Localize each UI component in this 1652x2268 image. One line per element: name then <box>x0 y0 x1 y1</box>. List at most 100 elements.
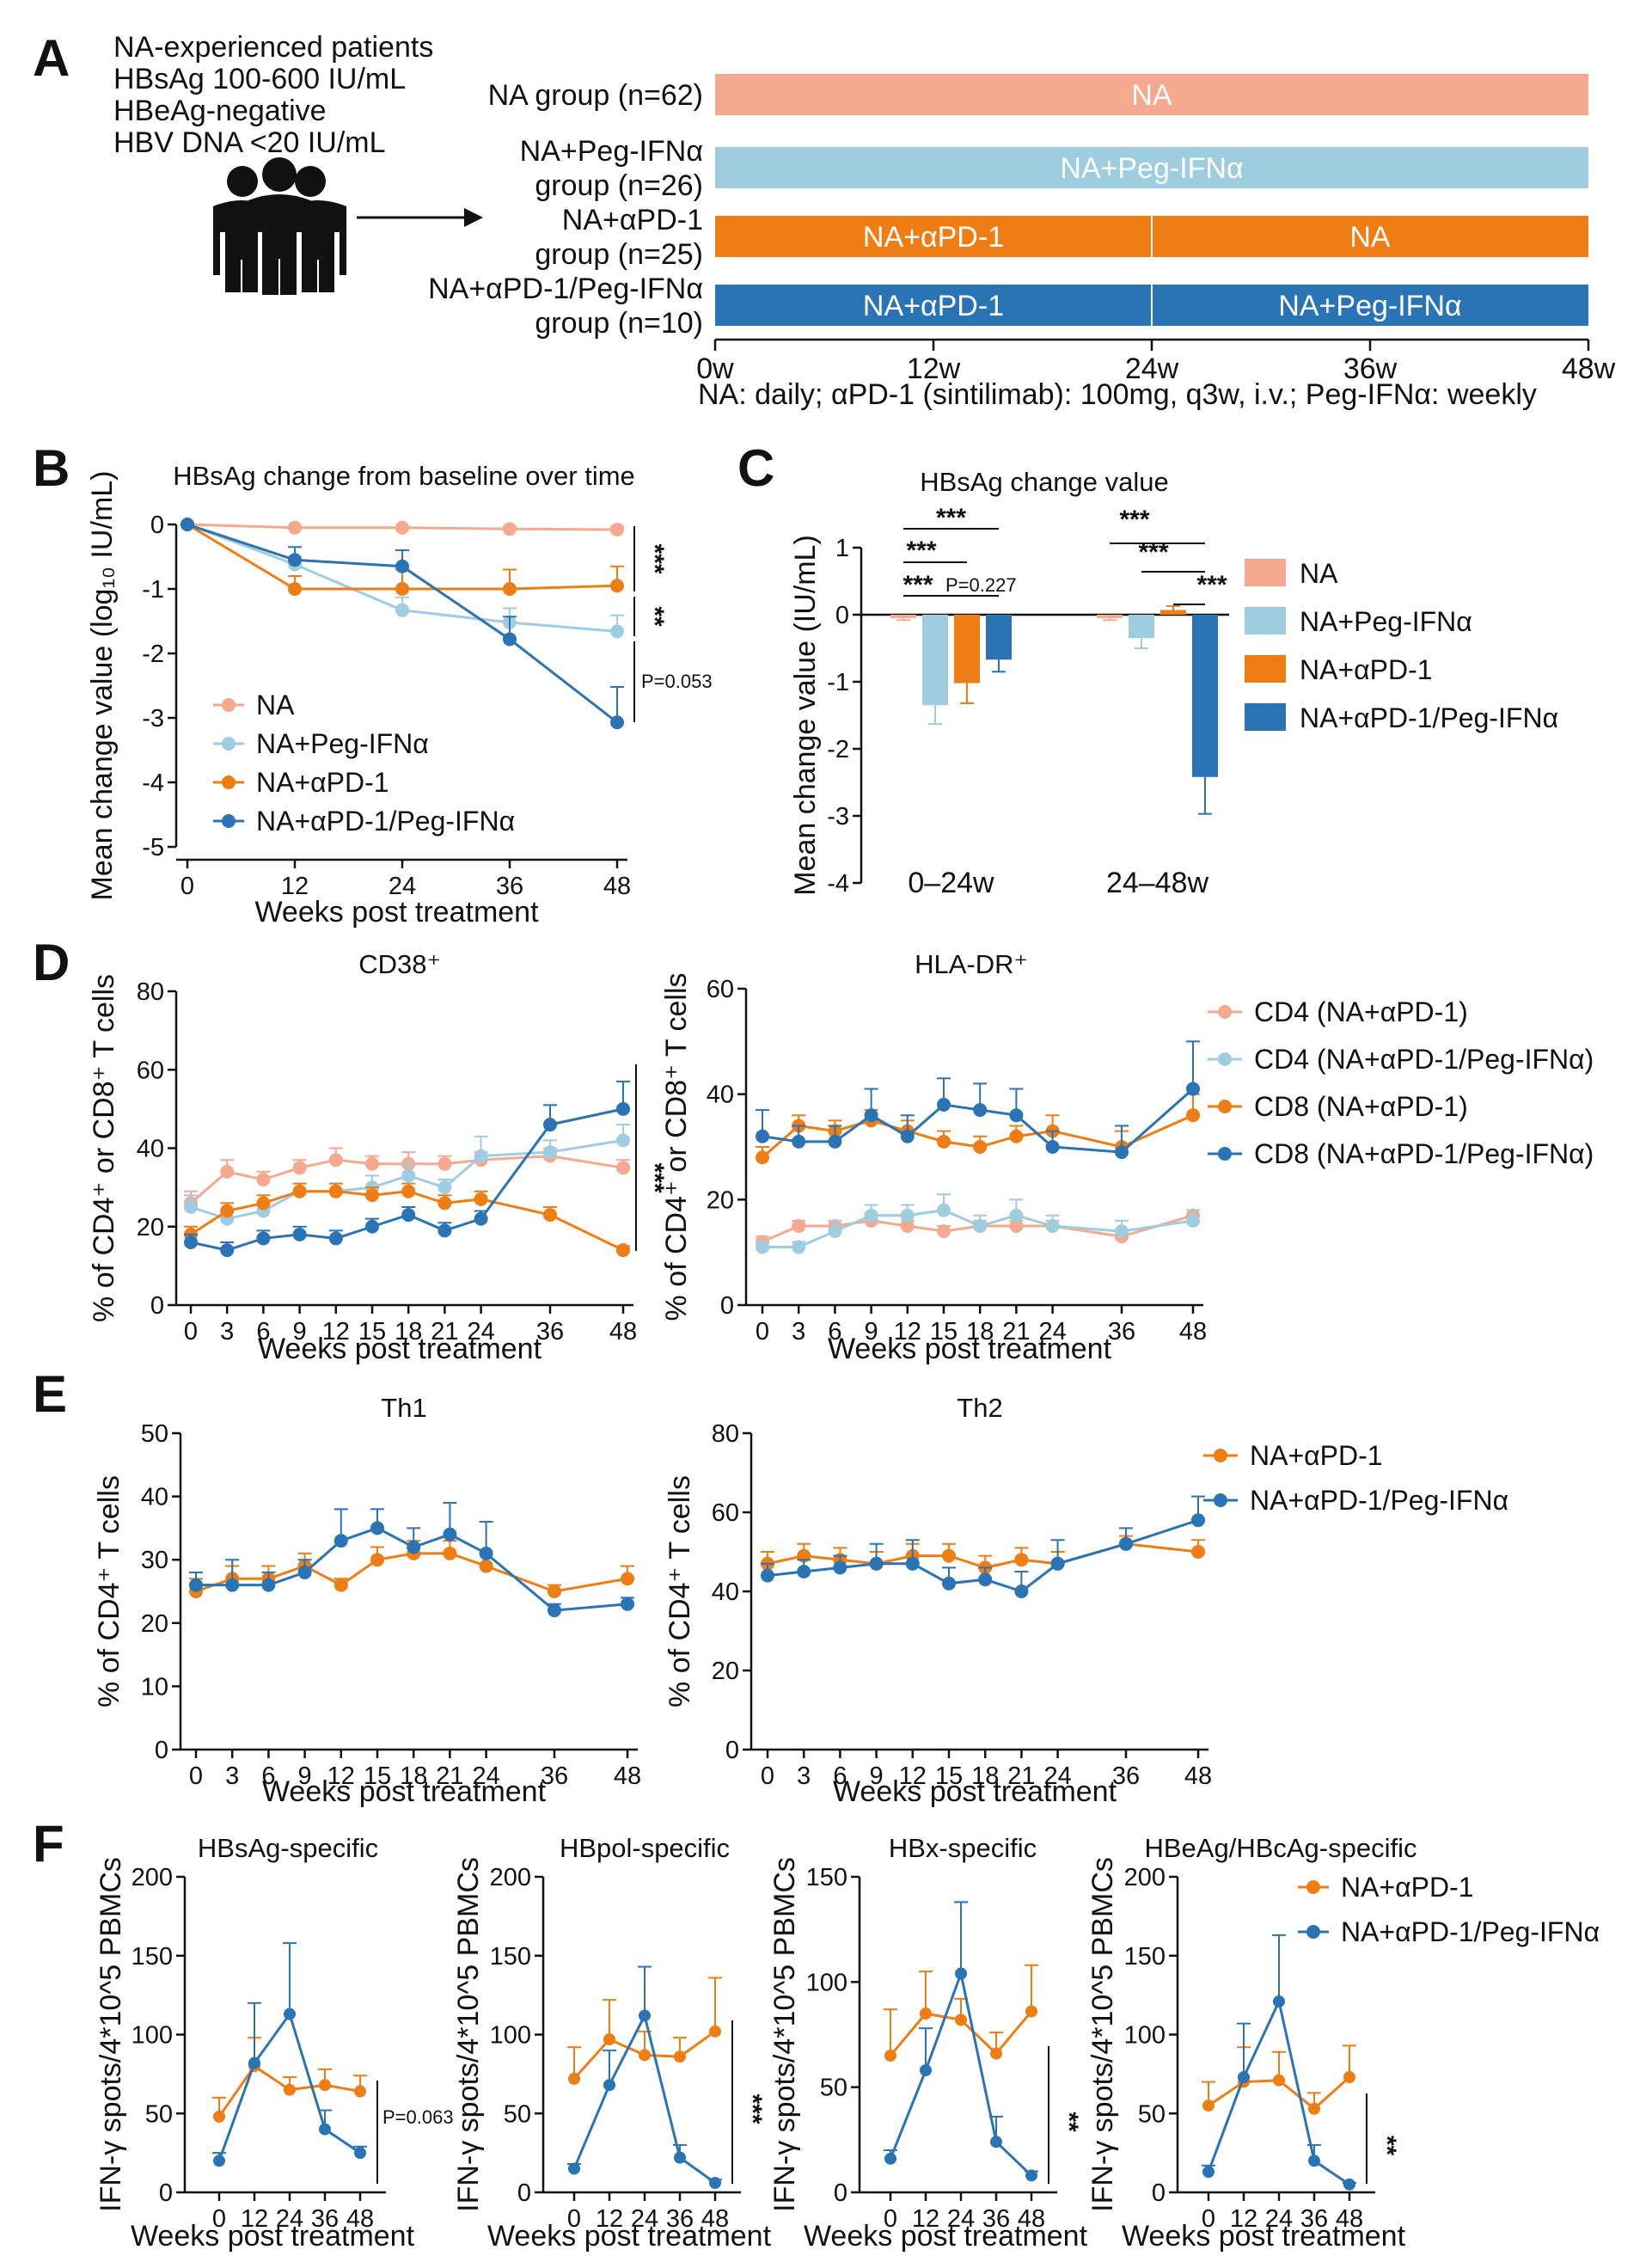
data-point <box>1009 1108 1024 1123</box>
x-tick-label: 0 <box>1202 2205 1215 2233</box>
data-point <box>548 1585 561 1598</box>
panel-c-label: C <box>737 439 774 497</box>
data-point <box>1273 1995 1285 2007</box>
data-point <box>864 1108 878 1123</box>
legend-swatch <box>1245 607 1286 634</box>
sig-label: *** <box>738 2093 767 2124</box>
y-tick-label: -1 <box>827 669 849 696</box>
data-point <box>621 1597 634 1611</box>
bar <box>1160 610 1186 615</box>
data-point <box>864 1208 878 1223</box>
y-tick-label: 50 <box>820 2075 847 2102</box>
series-NA+αPD-1 <box>1202 2044 1356 2115</box>
legend-swatch <box>1245 655 1286 683</box>
data-point <box>792 1134 806 1149</box>
y-tick-label: -1 <box>142 576 164 604</box>
data-point <box>610 624 624 639</box>
data-point <box>543 1145 557 1160</box>
y-tick-label: 20 <box>707 1186 734 1214</box>
data-point <box>1202 2099 1215 2112</box>
data-point <box>792 1219 806 1233</box>
data-point <box>1009 1129 1024 1143</box>
y-axis-label: % of CD4⁺ or CD8⁺ T cells <box>88 974 120 1322</box>
series-CD8 (NA+αPD-1) <box>184 1182 630 1258</box>
data-point <box>905 1556 920 1571</box>
x-axis-label: Weeks post treatment <box>254 896 539 929</box>
data-point <box>1308 2155 1320 2167</box>
data-point <box>365 1219 379 1234</box>
data-point <box>184 1235 198 1249</box>
chart-e1-title: Th1 <box>381 1393 426 1423</box>
data-point <box>978 1572 993 1587</box>
y-tick-label: 200 <box>1124 1864 1166 1891</box>
data-point <box>292 1184 307 1198</box>
y-tick-label: 10 <box>141 1673 168 1701</box>
x-tick-label: 12 <box>322 1318 350 1345</box>
x-tick-label: 36 <box>1108 1318 1135 1345</box>
data-point <box>1186 1082 1200 1096</box>
data-point <box>616 1133 630 1148</box>
data-point <box>443 1527 457 1542</box>
info-line-4: HBV DNA <20 IU/mL <box>113 126 386 159</box>
sig-pvalue: P=0.063 <box>382 2106 454 2128</box>
x-tick-label: 6 <box>828 1318 841 1345</box>
legend-marker <box>222 775 236 789</box>
data-point <box>395 520 409 535</box>
data-point <box>370 1553 384 1567</box>
legend-d: CD4 (NA+αPD-1) CD4 (NA+αPD-1/Peg-IFNα) CD8… <box>1208 996 1594 1169</box>
data-point <box>1009 1208 1024 1223</box>
y-axis-label: IFN-γ spots/4*10^5 PBMCs <box>1086 1857 1119 2212</box>
x-axis-label: Weeks post treatment <box>258 1333 542 1365</box>
legend-marker <box>222 737 236 751</box>
treatment-bar-label: NA+αPD-1 <box>863 290 1004 322</box>
x-tick-label: 21 <box>1002 1318 1030 1345</box>
y-tick-label: 200 <box>490 1864 531 1891</box>
series-NA+αPD-1/Peg-IFNα <box>189 1501 634 1618</box>
data-point <box>761 1568 774 1583</box>
data-point <box>503 582 517 596</box>
data-point <box>284 2007 296 2020</box>
x-tick-label: 12 <box>327 1762 355 1790</box>
data-point <box>184 1199 198 1214</box>
data-point <box>920 2064 932 2077</box>
series-NA+αPD-1/Peg-IFNα <box>761 1495 1205 1598</box>
data-point <box>354 2147 366 2160</box>
data-point <box>365 1156 379 1171</box>
data-point <box>354 2085 366 2098</box>
y-tick-label: 50 <box>1138 2100 1166 2128</box>
timeline-tick-label: 48w <box>1562 352 1616 385</box>
y-axis-label: % of CD4⁺ T cells <box>93 1475 125 1707</box>
x-tick-label: 36 <box>1300 2205 1328 2233</box>
data-point <box>401 1184 416 1198</box>
data-point <box>603 2079 615 2092</box>
y-tick-label: 0 <box>150 1292 164 1320</box>
x-tick-label: 12 <box>894 1318 921 1345</box>
group-label: group (n=25) <box>535 238 703 271</box>
treatment-bar-label: NA+αPD-1 <box>863 221 1004 254</box>
data-point <box>288 520 302 535</box>
panel-a: A NA-experienced patients HBsAg 100-600 … <box>33 29 1616 411</box>
data-point <box>568 2162 580 2175</box>
y-tick-label: 0 <box>150 512 164 539</box>
data-point <box>828 1224 842 1239</box>
y-tick-label: -3 <box>142 705 164 733</box>
series-NA <box>180 518 624 536</box>
chart-c-title: HBsAg change value <box>920 467 1169 497</box>
panel-a-label: A <box>33 29 70 87</box>
x-tick-label: 24 <box>1265 2205 1293 2233</box>
legend-marker <box>1306 1880 1320 1894</box>
series-CD4 (NA+αPD-1/Peg-IFNα) <box>756 1193 1200 1254</box>
sig-label: *** <box>640 1162 669 1192</box>
y-tick-label: 60 <box>712 1499 739 1527</box>
data-point <box>792 1240 806 1254</box>
data-point <box>401 1208 416 1223</box>
data-point <box>1308 2102 1320 2115</box>
treatment-bar <box>715 74 1588 115</box>
x-tick-label: 0 <box>180 873 194 900</box>
data-point <box>639 2009 651 2022</box>
x-tick-label: 12 <box>596 2205 623 2233</box>
patient-info: NA-experienced patients HBsAg 100-600 IU… <box>113 31 433 159</box>
y-tick-label: -4 <box>142 769 164 797</box>
y-axis-label: Mean change value (log₁₀ IU/mL) <box>86 471 119 901</box>
